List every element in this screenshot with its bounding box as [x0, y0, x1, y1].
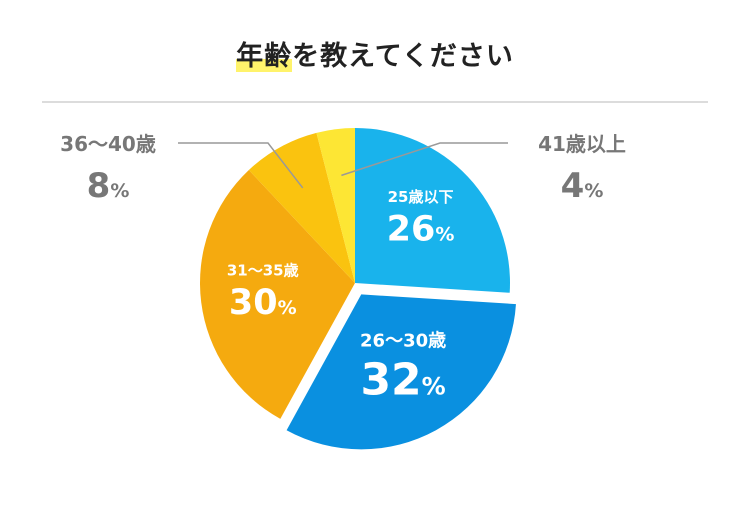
slice-label-3: 31〜35歳: [227, 261, 299, 279]
title-rest: を教えてください: [292, 41, 514, 72]
pie-slice-5: [316, 128, 355, 283]
slice-value-4: 8%: [87, 166, 130, 206]
pie-slice-3: [200, 170, 355, 419]
slice-label-5: 41歳以上: [538, 132, 626, 156]
leader-line-4: [178, 142, 304, 189]
slice-value-1: 26%: [387, 210, 455, 250]
leader-line-5: [341, 142, 508, 177]
slice-label-4: 36〜40歳: [60, 132, 156, 156]
pie-slice-4: [248, 132, 355, 283]
title-highlight: 年齢: [236, 41, 293, 72]
slice-label-2: 26〜30歳: [360, 330, 446, 351]
slice-value-2: 32%: [360, 355, 445, 406]
slice-label-1: 25歳以下: [388, 188, 454, 206]
pie-slice-1: [355, 128, 511, 293]
slice-value-5: 4%: [561, 166, 604, 206]
title-divider: [42, 101, 708, 103]
chart-title: 年齢を教えてください: [0, 34, 750, 73]
slice-value-3: 30%: [229, 283, 297, 323]
pie-slice-2: [286, 294, 516, 450]
